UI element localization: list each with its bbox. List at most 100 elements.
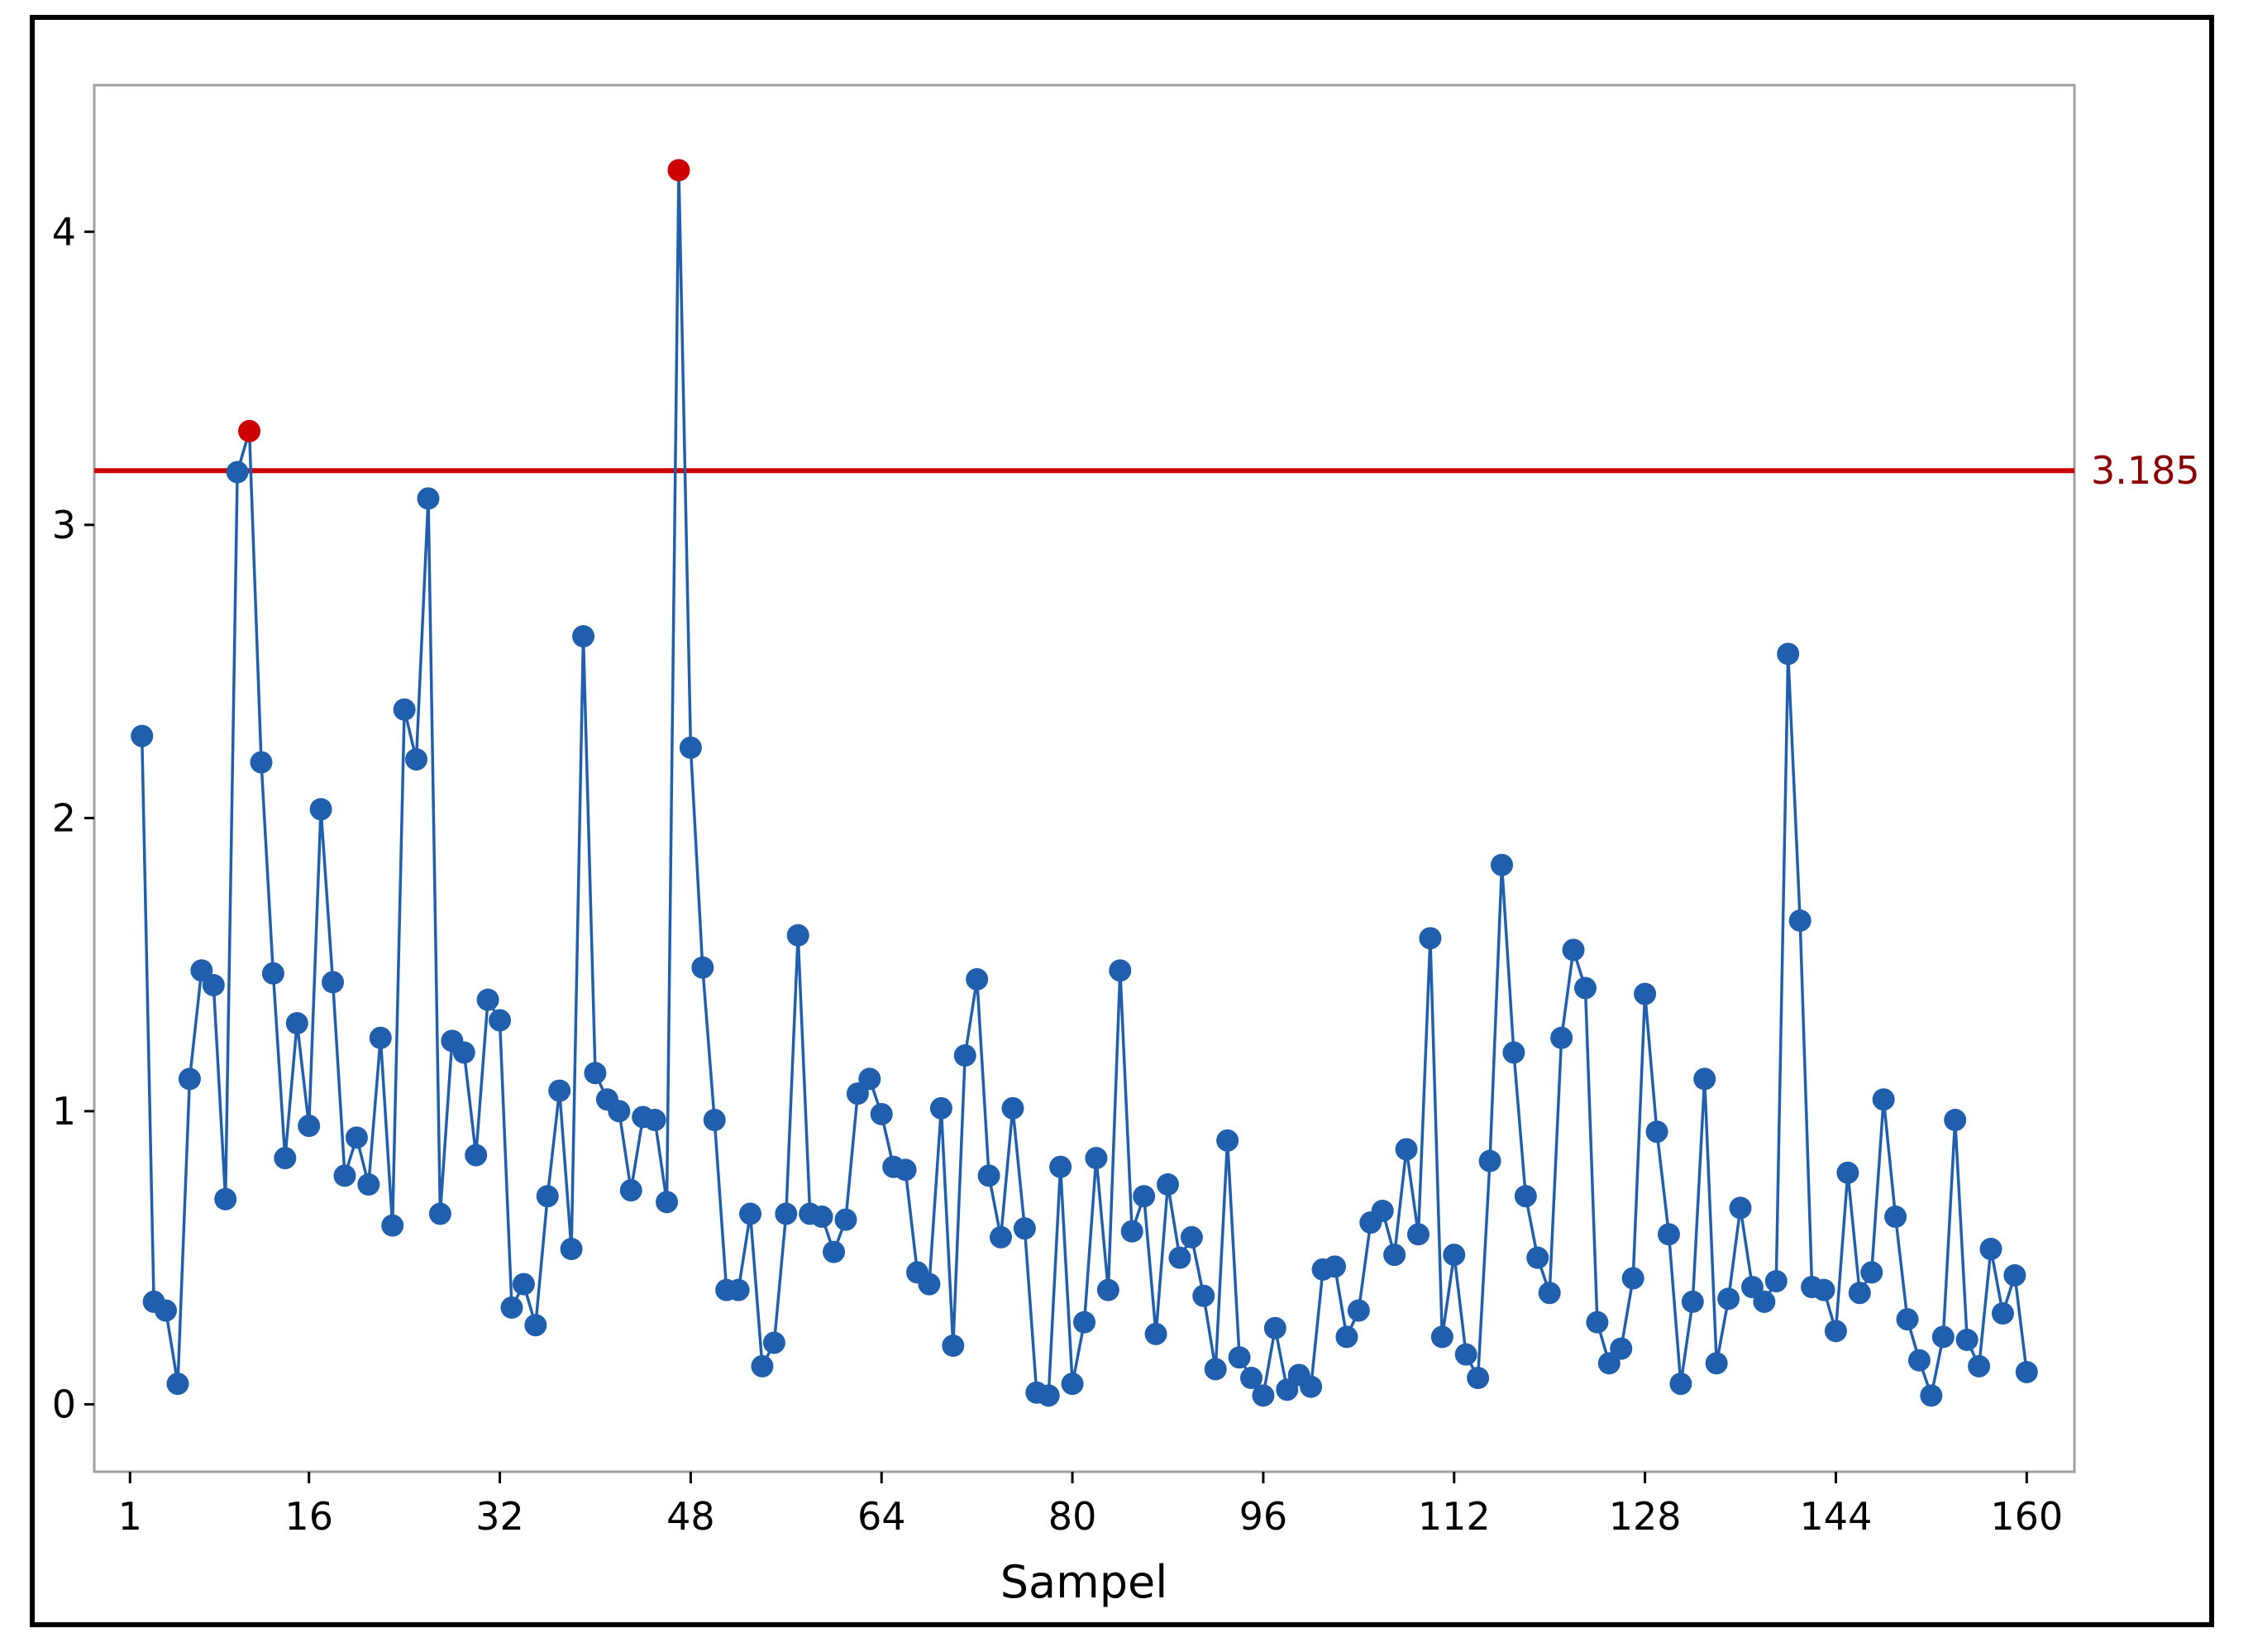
data-point bbox=[309, 798, 332, 821]
chart-frame bbox=[30, 15, 2214, 1627]
x-axis-title: Sampel bbox=[1000, 1556, 1167, 1608]
data-point bbox=[1836, 1161, 1859, 1184]
data-point bbox=[942, 1334, 965, 1358]
x-tick-label: 80 bbox=[1048, 1494, 1097, 1539]
data-point bbox=[1669, 1373, 1692, 1396]
series-layer bbox=[131, 159, 2038, 1407]
data-point bbox=[1777, 642, 1800, 666]
data-point bbox=[2015, 1360, 2038, 1383]
data-point bbox=[679, 736, 702, 759]
data-point bbox=[1872, 1088, 1895, 1111]
data-point bbox=[1228, 1346, 1251, 1369]
data-point bbox=[1383, 1244, 1406, 1267]
data-point bbox=[1061, 1373, 1084, 1396]
data-point bbox=[834, 1208, 857, 1231]
x-tick-label: 16 bbox=[284, 1494, 333, 1539]
reference-line-label: 3.185 bbox=[2091, 448, 2200, 493]
data-point bbox=[1968, 1354, 1991, 1377]
data-point bbox=[977, 1164, 1000, 1187]
data-point bbox=[1681, 1290, 1704, 1313]
data-point bbox=[285, 1012, 308, 1035]
data-point bbox=[1610, 1337, 1633, 1360]
data-point bbox=[1526, 1246, 1549, 1269]
data-point bbox=[1657, 1223, 1680, 1246]
data-point bbox=[894, 1158, 917, 1182]
data-point bbox=[786, 924, 809, 947]
reference-line-layer: 3.185 bbox=[94, 448, 2200, 493]
y-tick-label: 0 bbox=[52, 1382, 76, 1426]
x-tick-label: 112 bbox=[1418, 1494, 1491, 1539]
data-point bbox=[381, 1214, 404, 1237]
data-point bbox=[428, 1202, 451, 1225]
data-point bbox=[512, 1272, 535, 1296]
data-point bbox=[1693, 1067, 1716, 1091]
data-point bbox=[1717, 1287, 1740, 1311]
data-point bbox=[1944, 1109, 1967, 1132]
y-axis: 0 1 2 3 4 bbox=[52, 209, 94, 1426]
data-point bbox=[1753, 1290, 1776, 1313]
data-point bbox=[1239, 1367, 1263, 1390]
y-tick-label: 3 bbox=[52, 503, 76, 547]
data-point bbox=[1562, 938, 1585, 962]
data-point bbox=[489, 1009, 512, 1032]
data-point bbox=[1406, 1223, 1430, 1246]
x-tick-label: 160 bbox=[1990, 1494, 2063, 1539]
data-point bbox=[1120, 1220, 1143, 1243]
data-point bbox=[1907, 1349, 1931, 1372]
data-point bbox=[1419, 927, 1442, 950]
data-point bbox=[524, 1314, 547, 1337]
data-point bbox=[1263, 1316, 1286, 1339]
data-point bbox=[1621, 1267, 1644, 1290]
data-point bbox=[357, 1173, 380, 1196]
data-point bbox=[1192, 1284, 1215, 1307]
data-point bbox=[953, 1044, 976, 1067]
y-tick-label: 1 bbox=[52, 1089, 76, 1134]
data-point bbox=[739, 1202, 762, 1225]
data-point bbox=[298, 1115, 321, 1138]
y-tick-label: 2 bbox=[52, 795, 76, 840]
data-point bbox=[1109, 959, 1132, 982]
data-point bbox=[858, 1067, 881, 1091]
data-point bbox=[1896, 1308, 1919, 1331]
data-point bbox=[1550, 1026, 1573, 1049]
data-point bbox=[1705, 1352, 1728, 1375]
plot-area-border bbox=[93, 84, 2076, 1473]
data-point bbox=[1979, 1238, 2002, 1261]
data-point bbox=[1991, 1302, 2014, 1325]
data-point bbox=[1395, 1138, 1418, 1161]
data-point bbox=[990, 1225, 1013, 1249]
data-point bbox=[762, 1331, 785, 1354]
data-point bbox=[619, 1179, 642, 1202]
data-point bbox=[131, 724, 154, 747]
data-point bbox=[643, 1109, 666, 1132]
out-of-control-point bbox=[238, 419, 261, 442]
data-point bbox=[322, 971, 345, 994]
data-point bbox=[1300, 1375, 1323, 1398]
data-point bbox=[1467, 1367, 1490, 1390]
data-point bbox=[1824, 1320, 1847, 1343]
data-point bbox=[1013, 1217, 1036, 1240]
data-point bbox=[405, 747, 428, 771]
data-point bbox=[656, 1191, 679, 1214]
data-point bbox=[1430, 1325, 1453, 1349]
data-point bbox=[870, 1102, 893, 1125]
x-tick-label: 96 bbox=[1239, 1494, 1288, 1539]
data-point bbox=[966, 967, 989, 991]
data-point bbox=[1180, 1225, 1203, 1249]
data-point bbox=[1538, 1282, 1561, 1305]
data-point bbox=[727, 1278, 750, 1301]
data-point bbox=[929, 1096, 952, 1120]
data-point bbox=[1096, 1278, 1119, 1301]
data-point bbox=[810, 1206, 833, 1229]
data-point bbox=[1514, 1185, 1537, 1208]
data-point bbox=[1347, 1299, 1370, 1322]
data-point bbox=[584, 1062, 607, 1085]
data-point bbox=[155, 1299, 178, 1322]
data-point bbox=[261, 962, 284, 985]
data-point bbox=[202, 973, 225, 996]
data-point bbox=[1586, 1311, 1609, 1334]
data-point bbox=[823, 1240, 846, 1263]
data-point bbox=[1252, 1384, 1275, 1407]
data-point bbox=[560, 1238, 583, 1261]
